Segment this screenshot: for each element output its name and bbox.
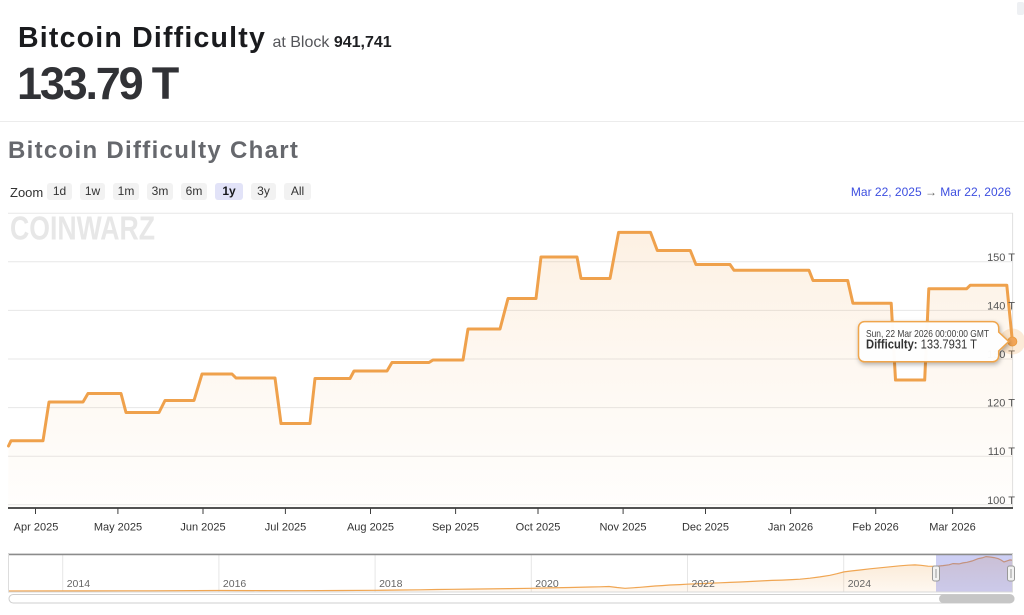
svg-text:Sep 2025: Sep 2025 <box>432 522 479 534</box>
svg-text:2024: 2024 <box>848 578 872 590</box>
svg-text:May 2025: May 2025 <box>94 522 142 534</box>
svg-text:Jun 2025: Jun 2025 <box>180 522 225 534</box>
svg-text:Sun, 22 Mar 2026 00:00:00 GMT: Sun, 22 Mar 2026 00:00:00 GMT <box>866 329 989 340</box>
svg-text:2018: 2018 <box>379 578 403 590</box>
svg-text:Mar 2026: Mar 2026 <box>929 522 975 534</box>
svg-text:Feb 2026: Feb 2026 <box>852 522 898 534</box>
svg-text:2022: 2022 <box>692 578 716 590</box>
svg-text:120 T: 120 T <box>987 398 1015 410</box>
svg-text:2016: 2016 <box>223 578 247 590</box>
svg-text:2014: 2014 <box>67 578 91 590</box>
svg-text:140 T: 140 T <box>987 300 1015 312</box>
svg-text:2020: 2020 <box>535 578 559 590</box>
svg-text:Jul 2025: Jul 2025 <box>265 522 307 534</box>
svg-text:Oct 2025: Oct 2025 <box>516 522 561 534</box>
svg-text:COINWARZ: COINWARZ <box>10 210 155 247</box>
svg-text:110 T: 110 T <box>988 446 1015 458</box>
svg-text:Apr 2025: Apr 2025 <box>14 522 59 534</box>
svg-text:150 T: 150 T <box>987 252 1015 264</box>
svg-text:Nov 2025: Nov 2025 <box>599 522 646 534</box>
svg-text:Aug 2025: Aug 2025 <box>347 522 394 534</box>
svg-text:100 T: 100 T <box>987 495 1015 507</box>
svg-text:Jan 2026: Jan 2026 <box>768 522 813 534</box>
svg-text:Dec 2025: Dec 2025 <box>682 522 729 534</box>
svg-text:Difficulty: 133.7931 T: Difficulty: 133.7931 T <box>866 337 977 352</box>
